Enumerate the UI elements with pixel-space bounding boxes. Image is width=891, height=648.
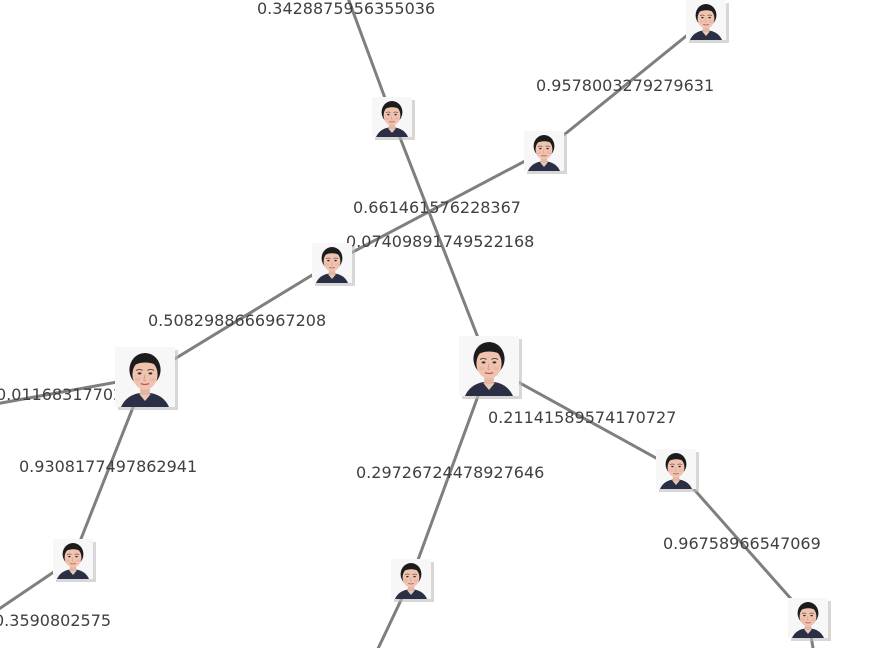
portrait-icon <box>391 559 431 599</box>
portrait-icon <box>656 449 696 489</box>
portrait-icon <box>686 0 726 40</box>
edge-label: 0.3590802575 <box>0 611 111 630</box>
edge-n4-n5 <box>542 18 708 153</box>
edge-n11-n14 <box>674 467 810 620</box>
edge-n3-n12 <box>409 364 491 581</box>
nodes-layer <box>53 0 831 641</box>
node-photo-n4[interactable] <box>686 0 729 43</box>
edge-label: 0.661461576228367 <box>353 198 521 217</box>
node-photo-n7[interactable] <box>115 347 178 410</box>
edge-labels-layer: 0.3428875956355036 0.07409891749522168 0.9… <box>0 0 821 630</box>
portrait-icon <box>788 598 828 638</box>
portrait-icon <box>459 336 519 396</box>
edge-label: 0.5082988666967208 <box>148 311 326 330</box>
node-photo-n5[interactable] <box>524 131 567 174</box>
portrait-icon <box>312 243 352 283</box>
portrait-icon <box>372 97 412 137</box>
edge-label: 0.29726724478927646 <box>356 463 544 482</box>
node-photo-n3[interactable] <box>459 336 522 399</box>
edge-label: 0.96758966547069 <box>663 534 821 553</box>
node-photo-n6[interactable] <box>312 243 355 286</box>
edge-label: 0.9578003279279631 <box>536 76 714 95</box>
edge-label: 0.3428875956355036 <box>257 0 435 18</box>
node-photo-n9[interactable] <box>53 539 96 582</box>
portrait-icon <box>53 539 93 579</box>
node-photo-n11[interactable] <box>656 449 699 492</box>
node-photo-n2[interactable] <box>372 97 415 140</box>
node-photo-n14[interactable] <box>788 598 831 641</box>
node-photo-n12[interactable] <box>391 559 434 602</box>
edge-label: 0.07409891749522168 <box>346 232 534 251</box>
edge-n5-n6 <box>330 149 546 265</box>
edge-n1-n2 <box>347 0 394 119</box>
edge-label: 0.011683177022 <box>0 385 133 404</box>
edge-n2-n3 <box>390 115 491 368</box>
edge-label: 0.9308177497862941 <box>19 457 197 476</box>
edge-label: 0.21141589574170727 <box>488 408 676 427</box>
portrait-icon <box>115 347 175 407</box>
portrait-icon <box>524 131 564 171</box>
